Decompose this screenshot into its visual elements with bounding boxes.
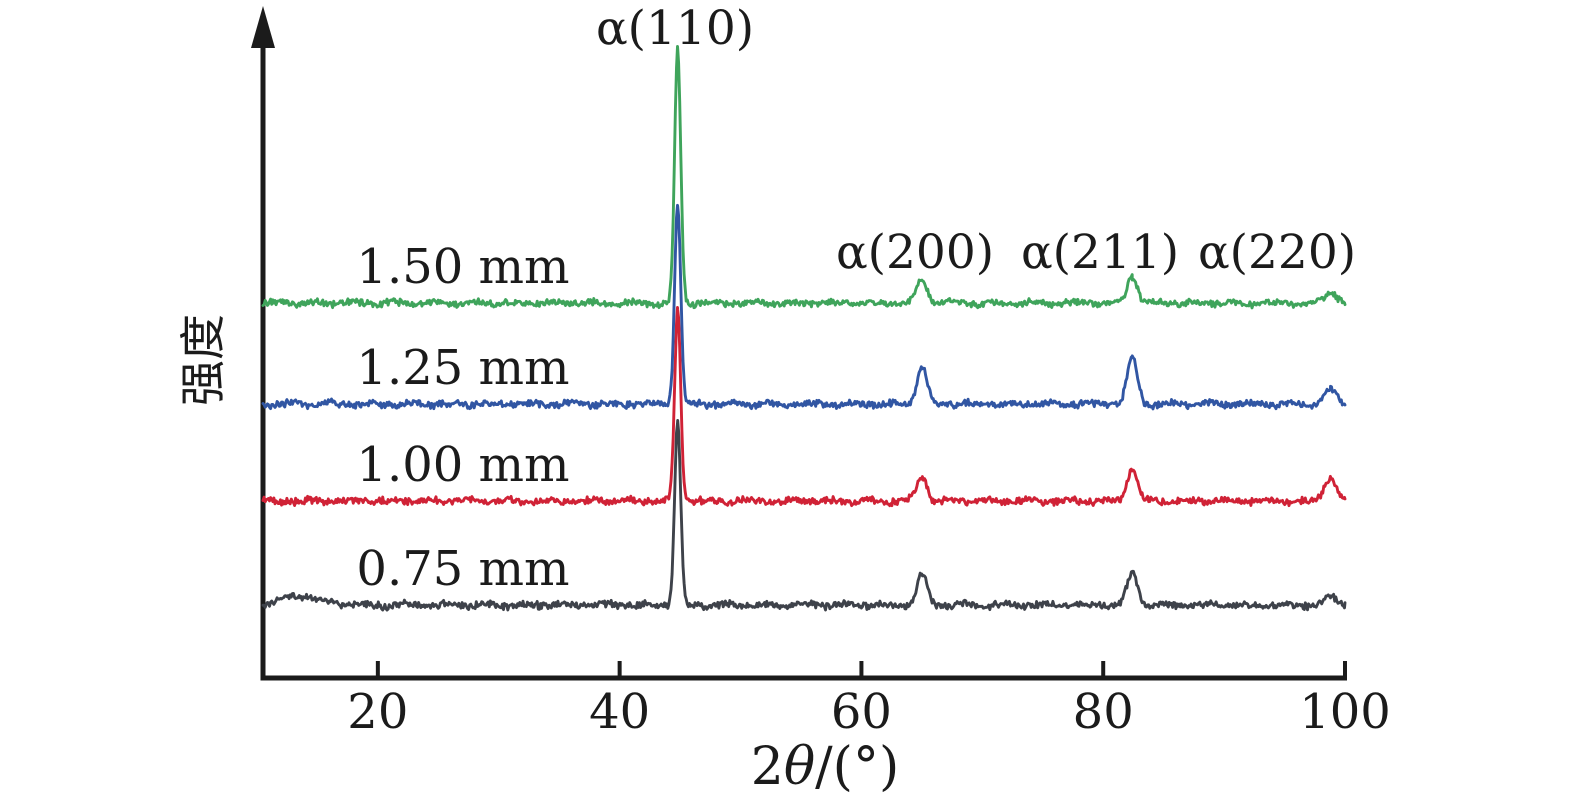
series-label-0-75-mm: 0.75 mm (356, 541, 569, 597)
x-tick-label-100: 100 (1299, 684, 1391, 740)
peak-label-211: α(211) (1021, 225, 1179, 280)
x-tick-label-40: 40 (589, 684, 650, 740)
x-tick-label-80: 80 (1073, 684, 1134, 740)
y-axis-title: 强度 (176, 314, 230, 406)
y-axis-arrowhead-icon (251, 6, 275, 48)
x-axis-ticks (375, 661, 1347, 676)
x-axis-title: 2θ/(°) (751, 737, 900, 797)
series-label-1-25-mm: 1.25 mm (356, 340, 569, 396)
peak-label-200: α(200) (836, 225, 994, 280)
trace-1-00-mm (261, 306, 1347, 508)
x-axis-title-theta: θ (784, 737, 815, 797)
x-axis-title-unit: /(°) (815, 737, 899, 797)
trace-1-25-mm (261, 203, 1347, 411)
x-axis-tick-labels: 20 40 60 80 100 (347, 684, 1391, 740)
axes: 20 40 60 80 100 (251, 6, 1391, 740)
trace-0-75-mm (261, 419, 1347, 612)
x-tick-label-20: 20 (347, 684, 408, 740)
series-label-1-00-mm: 1.00 mm (356, 437, 569, 493)
x-axis-title-prefix: 2 (751, 737, 784, 797)
peak-label-220: α(220) (1198, 225, 1356, 280)
series-labels: 0.75 mm 1.00 mm 1.25 mm 1.50 mm (356, 239, 569, 597)
peak-label-110: α(110) (596, 1, 754, 56)
series-label-1-50-mm: 1.50 mm (356, 239, 569, 295)
trace-1-50-mm (261, 44, 1347, 310)
x-tick-label-60: 60 (831, 684, 892, 740)
peak-annotations: α(110) α(200) α(211) α(220) (596, 1, 1356, 280)
xrd-traces (261, 44, 1347, 612)
